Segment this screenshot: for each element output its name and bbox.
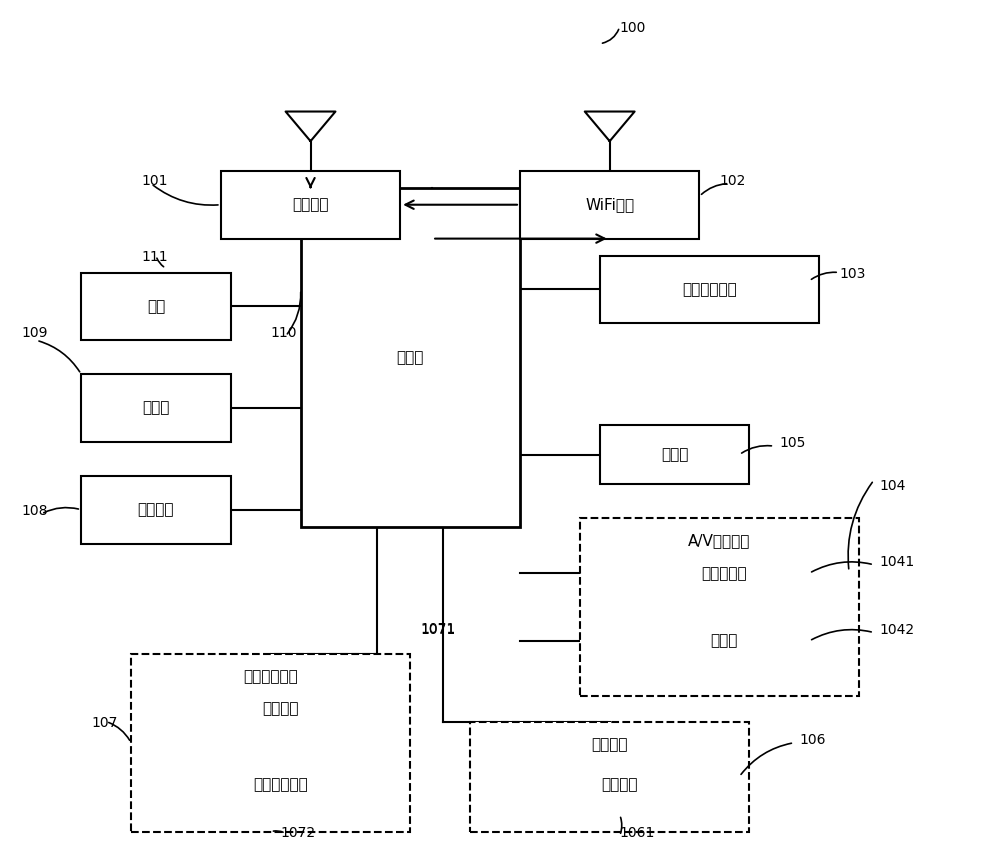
- Text: A/V输入单元: A/V输入单元: [688, 534, 751, 548]
- Text: 110: 110: [271, 326, 297, 340]
- Text: 音频输出单元: 音频输出单元: [682, 282, 737, 297]
- Text: 107: 107: [91, 716, 118, 730]
- FancyBboxPatch shape: [301, 188, 520, 527]
- Text: 105: 105: [779, 436, 806, 450]
- Text: 101: 101: [141, 173, 168, 188]
- FancyBboxPatch shape: [81, 476, 231, 544]
- Text: 104: 104: [879, 479, 905, 493]
- FancyBboxPatch shape: [131, 654, 410, 831]
- FancyBboxPatch shape: [530, 756, 709, 814]
- Text: 103: 103: [839, 267, 865, 281]
- FancyBboxPatch shape: [221, 171, 400, 239]
- Text: 108: 108: [21, 504, 48, 518]
- FancyBboxPatch shape: [470, 722, 749, 831]
- Text: 存储器: 存储器: [142, 400, 170, 416]
- Text: 1071: 1071: [420, 621, 455, 636]
- Text: 显示面板: 显示面板: [601, 778, 638, 792]
- Text: 接口单元: 接口单元: [138, 502, 174, 517]
- Text: 106: 106: [799, 733, 826, 747]
- Text: 图形处理器: 图形处理器: [702, 566, 747, 581]
- FancyBboxPatch shape: [81, 374, 231, 442]
- FancyBboxPatch shape: [600, 425, 749, 484]
- Text: 用户输入单元: 用户输入单元: [243, 669, 298, 684]
- Text: 处理器: 处理器: [397, 349, 424, 365]
- Text: 1041: 1041: [879, 555, 914, 569]
- Text: 传感器: 传感器: [661, 447, 688, 462]
- Text: 显示单元: 显示单元: [591, 737, 628, 751]
- Text: 100: 100: [620, 21, 646, 36]
- Text: 1072: 1072: [281, 826, 316, 840]
- Text: 其他输入设备: 其他输入设备: [253, 778, 308, 792]
- Text: 1061: 1061: [620, 826, 655, 840]
- FancyBboxPatch shape: [630, 544, 819, 603]
- Text: 触控面板: 触控面板: [262, 701, 299, 717]
- FancyBboxPatch shape: [600, 256, 819, 323]
- Text: 1071: 1071: [420, 623, 455, 637]
- Text: 102: 102: [719, 173, 746, 188]
- Text: 1042: 1042: [879, 623, 914, 637]
- Text: WiFi模块: WiFi模块: [585, 197, 634, 212]
- Text: 111: 111: [141, 250, 168, 264]
- FancyBboxPatch shape: [630, 611, 819, 671]
- Text: 电源: 电源: [147, 299, 165, 314]
- FancyBboxPatch shape: [520, 171, 699, 239]
- FancyBboxPatch shape: [580, 518, 859, 696]
- Text: 射频单元: 射频单元: [292, 197, 329, 212]
- FancyBboxPatch shape: [191, 679, 370, 739]
- Text: 109: 109: [21, 326, 48, 340]
- FancyBboxPatch shape: [191, 756, 370, 814]
- FancyBboxPatch shape: [81, 273, 231, 340]
- Text: 麦克风: 麦克风: [711, 633, 738, 649]
